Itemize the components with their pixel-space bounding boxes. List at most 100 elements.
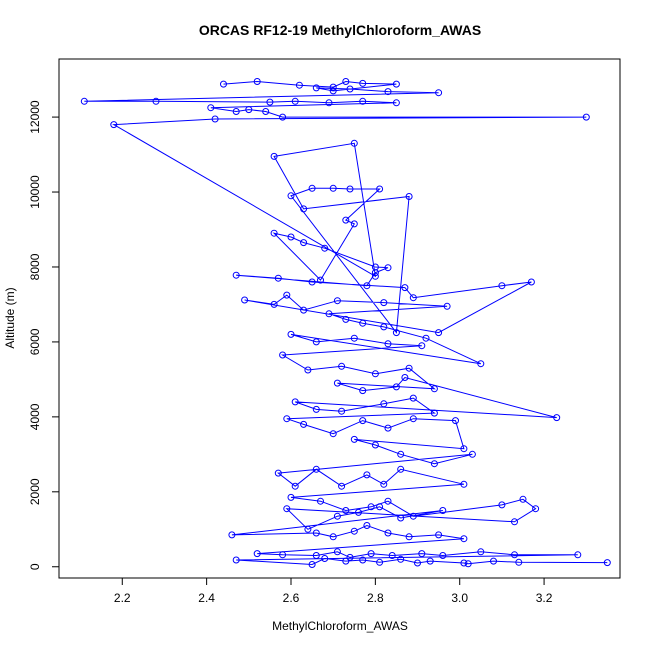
data-point [279,551,287,559]
data-point [245,106,253,114]
x-tick-label: 2.2 [114,591,131,605]
data-point [426,557,434,565]
data-point [300,239,308,247]
data-point [435,329,443,337]
data-point [253,550,261,558]
data-point [414,559,421,567]
data-point [300,420,308,428]
data-point [308,561,316,568]
data-point [418,342,426,350]
y-axis-label: Altitude (m) [3,287,17,348]
data-point [511,551,518,559]
y-tick-label: 0 [28,563,42,570]
data-point [287,330,295,338]
data-point [405,533,413,541]
data-point [270,300,278,308]
data-point [207,104,215,112]
data-point [232,108,240,115]
data-point [346,85,354,93]
data-point [342,507,350,514]
data-point [321,555,329,562]
data-point [359,417,367,425]
data-point [220,80,227,88]
data-point [342,557,350,565]
series-lines [84,80,608,566]
data-point [397,450,405,458]
y-axis: 0 2000 4000 6000 8000 10000 12000 [28,100,59,570]
data-point [515,558,523,566]
data-point [460,559,468,567]
data-point [405,364,413,372]
data-point [380,480,388,488]
data-point [329,87,337,95]
data-point [232,556,240,564]
data-point [333,297,341,305]
data-point [359,556,367,564]
data-point [346,553,354,561]
x-axis: 2.2 2.4 2.6 2.8 3.0 3.2 [114,578,553,605]
data-point [304,366,312,374]
data-point [359,387,367,395]
data-point [460,445,468,453]
x-axis-label: MethylChloroform_AWAS [272,619,408,633]
data-point [460,535,468,543]
series-line [84,80,608,566]
data-point [401,374,409,381]
data-point [279,351,287,359]
data-point [312,465,320,473]
data-point [392,329,400,337]
data-point [359,319,367,327]
data-point [435,531,443,539]
data-point [371,272,379,280]
data-point [329,83,337,91]
data-point [359,97,367,105]
y-tick-label: 2000 [28,478,42,505]
x-tick-label: 2.4 [198,591,215,605]
data-point [291,482,299,490]
data-point [312,552,320,559]
data-point [397,514,405,522]
data-point [283,415,291,423]
data-point [367,503,375,511]
data-point [380,299,388,307]
data-point [308,278,316,286]
data-point [464,560,472,568]
data-point [350,527,358,535]
data-point [371,269,379,277]
data-point [338,362,346,370]
data-point [582,113,590,121]
data-point [405,193,413,200]
data-point [397,555,405,563]
data-point [152,97,160,105]
data-point [443,302,451,310]
data-point [333,379,341,387]
data-point [308,184,316,192]
data-point [477,548,485,556]
data-point [325,310,333,318]
data-point [287,192,295,200]
data-point [350,220,358,228]
data-point [350,334,358,342]
data-point [342,315,350,323]
data-point [409,294,417,302]
data-point [439,507,447,514]
data-point [409,394,417,402]
data-point [603,559,611,567]
data-point [232,271,240,279]
data-point [300,306,308,314]
data-point [418,550,426,558]
data-point [287,493,295,501]
data-point [312,405,320,413]
data-point [380,400,388,408]
data-point [388,552,396,559]
data-point [376,185,384,193]
data-point [460,480,468,488]
data-point [498,282,506,290]
data-point [274,274,282,282]
y-tick-label: 10000 [28,175,42,209]
data-point [430,385,438,393]
data-point [371,441,379,449]
data-point [329,430,337,438]
data-point [342,78,350,85]
